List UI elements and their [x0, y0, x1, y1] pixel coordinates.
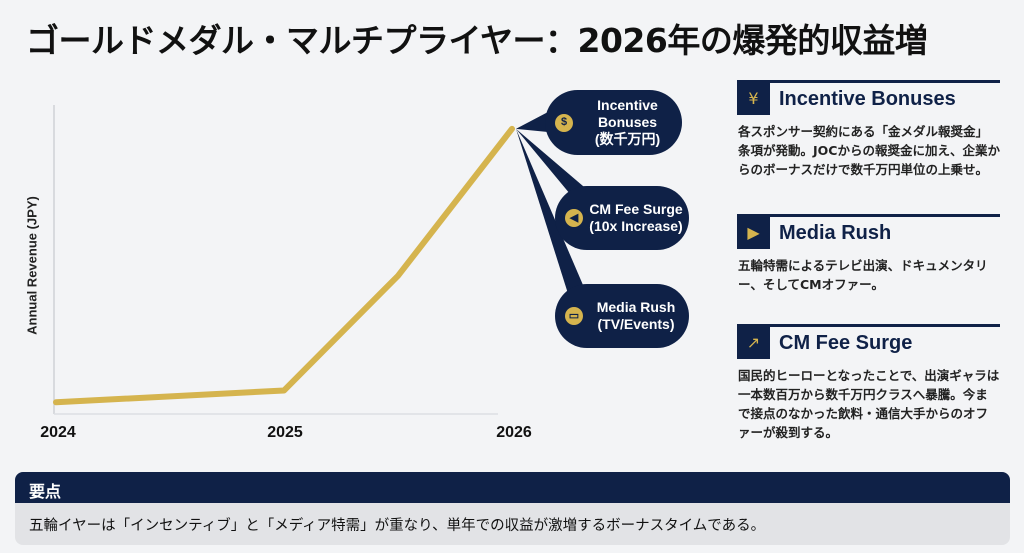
callout-pointer	[516, 128, 590, 200]
card-title: Incentive Bonuses	[779, 87, 956, 110]
card-divider	[737, 324, 1000, 327]
card-cm-fee-surge: ↗ CM Fee Surge 国民的ヒーローとなったことで、出演ギャラは一本数百万…	[737, 324, 1000, 442]
callout-cm-fee-surge: ◀ CM Fee Surge (10x Increase)	[555, 186, 689, 250]
callout-incentive-bonuses: $ Incentive Bonuses (数千万円)	[545, 90, 682, 155]
key-point-text: 五輪イヤーは「インセンティブ」と「メディア特需」が重なり、単年での収益が激増する…	[15, 503, 1010, 545]
coins-hand-icon: ¥	[737, 82, 770, 115]
card-media-rush: ▶ Media Rush 五輪特需によるテレビ出演、ドキュメンタリー、そしてCMオ…	[737, 214, 1000, 294]
card-title: Media Rush	[779, 221, 892, 244]
tv-icon: ▭	[565, 307, 583, 325]
money-bag-icon: $	[555, 113, 573, 132]
card-title: CM Fee Surge	[779, 331, 913, 354]
callout-label: Incentive Bonuses (数千万円)	[594, 97, 661, 147]
revenue-line-chart	[53, 105, 590, 415]
key-point-heading: 要点	[15, 472, 1010, 504]
callout-label: CM Fee Surge (10x Increase)	[589, 201, 683, 234]
callout-media-rush: ▭ Media Rush (TV/Events)	[555, 284, 689, 348]
rising-chart-icon: ↗	[737, 326, 770, 359]
x-tick-2025: 2025	[267, 424, 303, 441]
callout-pointer	[516, 128, 586, 300]
video-camera-icon: ▶	[737, 216, 770, 249]
y-axis-label: Annual Revenue (JPY)	[24, 196, 40, 335]
callout-pointer	[516, 112, 548, 132]
x-tick-2024: 2024	[40, 424, 76, 441]
callout-pointers	[516, 112, 590, 300]
card-body: 国民的ヒーローとなったことで、出演ギャラは一本数百万から数千万円クラスへ暴騰。今…	[738, 368, 1000, 440]
card-divider	[737, 214, 1000, 217]
card-body: 五輪特需によるテレビ出演、ドキュメンタリー、そしてCMオファー。	[738, 258, 988, 292]
page-title: ゴールドメダル・マルチプライヤー：2026年の爆発的収益増	[26, 21, 928, 60]
card-body: 各スポンサー契約にある「金メダル報奨金」条項が発動。JOCからの報奨金に加え、企…	[738, 124, 1000, 177]
card-incentive-bonuses: ¥ Incentive Bonuses 各スポンサー契約にある「金メダル報奨金」条…	[737, 80, 1000, 179]
callout-label: Media Rush (TV/Events)	[596, 299, 676, 332]
x-tick-2026: 2026	[496, 424, 532, 441]
revenue-series-line	[53, 125, 515, 406]
megaphone-icon: ◀	[565, 209, 583, 227]
card-divider	[737, 80, 1000, 83]
